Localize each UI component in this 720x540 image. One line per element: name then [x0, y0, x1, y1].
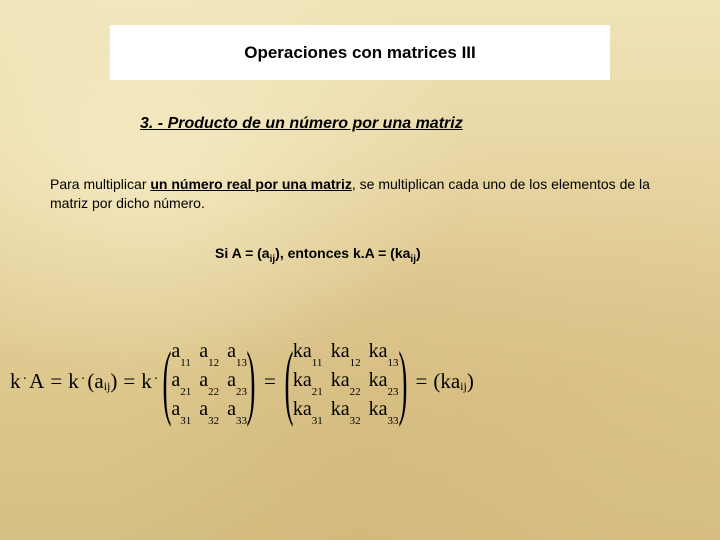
cell-a13: a13 — [227, 340, 247, 365]
cell-base: ka — [293, 340, 312, 362]
cell-base: ka — [369, 340, 388, 362]
cell-sub: 32 — [350, 415, 361, 427]
cell-sub: 31 — [180, 415, 191, 427]
body-paragraph: Para multiplicar un número real por una … — [50, 175, 670, 213]
prop-prefix: Si A = (a — [215, 245, 270, 261]
cell-ka33: ka33 — [369, 398, 399, 423]
cell-sub: 21 — [180, 386, 191, 398]
cell-ka12: ka12 — [331, 340, 361, 365]
cell-ka21: ka21 — [293, 369, 323, 394]
matrix-a-grid: a11 a12 a13 a21 a22 a23 a31 a32 a33 — [171, 340, 247, 423]
formula-row: k · A = k · (aij) = k · ( a11 a12 a13 a2… — [10, 340, 474, 423]
matrix-a: ( a11 a12 a13 a21 a22 a23 a31 a32 a33 ) — [163, 340, 255, 423]
cell-base: ka — [293, 369, 312, 391]
cell-sub: 12 — [208, 357, 219, 369]
cell-base: a — [171, 369, 180, 391]
cell-a22: a22 — [199, 369, 219, 394]
prop-suffix: ) — [416, 245, 421, 261]
right-paren-icon: ) — [247, 346, 256, 417]
lhs-kA: k · A — [10, 369, 44, 394]
page-title: Operaciones con matrices III — [244, 43, 475, 63]
section-subtitle: 3. - Producto de un número por una matri… — [140, 115, 463, 133]
dot-icon: · — [154, 372, 159, 388]
equals-1: = — [50, 369, 62, 394]
rhs-kaij: (kaij) — [433, 369, 474, 394]
cell-sub: 21 — [312, 386, 323, 398]
cell-base: ka — [369, 369, 388, 391]
matrix-ka-grid: ka11 ka12 ka13 ka21 ka22 ka23 ka31 ka32 … — [293, 340, 399, 423]
cell-sub: 32 — [208, 415, 219, 427]
cell-base: ka — [369, 398, 388, 420]
cell-base: a — [227, 398, 236, 420]
cell-a21: a21 — [171, 369, 191, 394]
cell-ka32: ka32 — [331, 398, 361, 423]
cell-sub: 13 — [388, 357, 399, 369]
open-ka: (ka — [433, 369, 460, 394]
cell-a32: a32 — [199, 398, 219, 423]
cell-sub: 23 — [388, 386, 399, 398]
cell-a12: a12 — [199, 340, 219, 365]
cell-a33: a33 — [227, 398, 247, 423]
cell-ka22: ka22 — [331, 369, 361, 394]
cell-sub: 33 — [236, 415, 247, 427]
dot-icon: · — [23, 372, 28, 388]
close-a: ) — [110, 369, 117, 394]
cell-sub: 22 — [208, 386, 219, 398]
prop-mid2: A = (ka — [365, 245, 411, 261]
k1: k — [10, 369, 21, 394]
cell-base: a — [227, 340, 236, 362]
left-paren-icon: ( — [163, 346, 172, 417]
k2: k — [68, 369, 79, 394]
cell-sub: 11 — [312, 357, 323, 369]
cell-ka13: ka13 — [369, 340, 399, 365]
body-underline: un número real por una matriz — [150, 176, 351, 192]
right-paren-icon: ) — [398, 346, 407, 417]
cell-base: a — [199, 340, 208, 362]
lhs-k-aij: k · (aij) — [68, 369, 117, 394]
equals-3: = — [264, 369, 276, 394]
left-paren-icon: ( — [284, 346, 293, 417]
cell-base: a — [171, 398, 180, 420]
equals-2: = — [123, 369, 135, 394]
cell-sub: 31 — [312, 415, 323, 427]
cell-base: a — [199, 398, 208, 420]
cell-base: a — [171, 340, 180, 362]
cell-base: ka — [331, 398, 350, 420]
cell-sub: 11 — [180, 357, 191, 369]
cell-a23: a23 — [227, 369, 247, 394]
cell-a31: a31 — [171, 398, 191, 423]
cell-ka11: ka11 — [293, 340, 323, 365]
k3: k — [141, 369, 152, 394]
cell-base: ka — [293, 398, 312, 420]
equals-4: = — [416, 369, 428, 394]
body-pre: Para multiplicar — [50, 176, 150, 192]
matrix-ka: ( ka11 ka12 ka13 ka21 ka22 ka23 ka31 ka3… — [285, 340, 407, 423]
A1: A — [29, 369, 44, 394]
dot-icon: · — [81, 372, 86, 388]
cell-base: ka — [331, 340, 350, 362]
cell-base: a — [199, 369, 208, 391]
close-ka: ) — [467, 369, 474, 394]
cell-ka23: ka23 — [369, 369, 399, 394]
prop-mid: ), entonces k — [275, 245, 361, 261]
cell-sub: 13 — [236, 357, 247, 369]
cell-sub: 33 — [388, 415, 399, 427]
cell-ka31: ka31 — [293, 398, 323, 423]
cell-base: ka — [331, 369, 350, 391]
cell-sub: 12 — [350, 357, 361, 369]
cell-base: a — [227, 369, 236, 391]
open-a: (a — [87, 369, 103, 394]
cell-sub: 22 — [350, 386, 361, 398]
property-line: Si A = (aij), entonces k.A = (kaij) — [215, 245, 421, 265]
cell-sub: 23 — [236, 386, 247, 398]
sub-ij-2: ij — [460, 380, 467, 392]
cell-a11: a11 — [171, 340, 191, 365]
lhs-k-matrix: k · — [141, 369, 160, 394]
title-box: Operaciones con matrices III — [110, 25, 610, 80]
sub-ij: ij — [104, 380, 111, 392]
